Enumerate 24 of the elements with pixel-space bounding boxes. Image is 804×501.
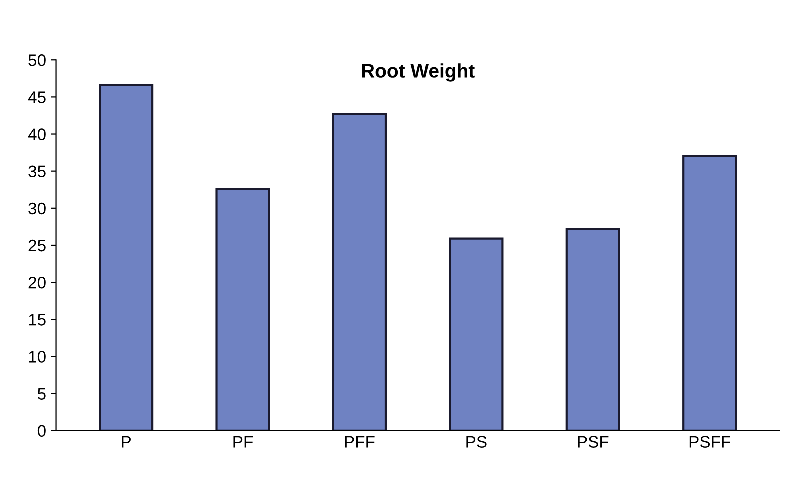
bar [566,228,620,431]
bar [216,188,270,431]
y-tick-label: 40 [28,128,46,140]
x-tick-label: PS [466,436,487,448]
bar [332,113,388,431]
y-tick-label: 5 [38,388,46,400]
bar [449,238,504,431]
y-tick-label: 0 [38,425,46,438]
bar [682,155,738,431]
y-tick-label: 35 [28,166,46,178]
y-tick-label: 45 [28,92,46,104]
x-tick-label: PSFF [690,436,730,448]
x-tick-label: P [122,436,131,448]
x-tick-label: PFF [345,436,375,448]
x-tick-label: PF [234,436,253,448]
y-tick-label: 20 [28,276,46,289]
chart-title: Root Weight [362,64,475,82]
bar [99,84,154,431]
y-tick-label: 15 [29,314,46,326]
y-tick-label: 10 [29,351,46,363]
y-tick-label: 30 [28,202,46,215]
y-tick-label: 50 [28,54,46,66]
y-tick-label: 25 [28,240,46,252]
x-tick-label: PSF [578,436,609,448]
